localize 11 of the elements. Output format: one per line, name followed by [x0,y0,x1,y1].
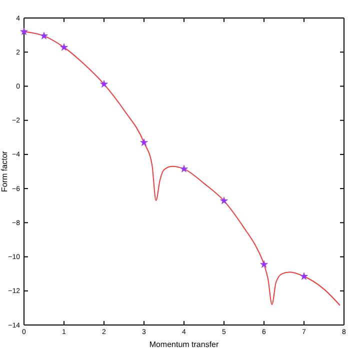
point [260,260,268,268]
point [60,42,68,51]
point [220,196,228,204]
point [40,31,48,40]
point [100,80,108,88]
point [300,272,308,280]
point [20,27,28,36]
x-axis-title: Momentum transfer [149,340,220,349]
point [140,138,148,146]
point [180,164,188,173]
y-axis-title: Form factor [0,150,9,192]
